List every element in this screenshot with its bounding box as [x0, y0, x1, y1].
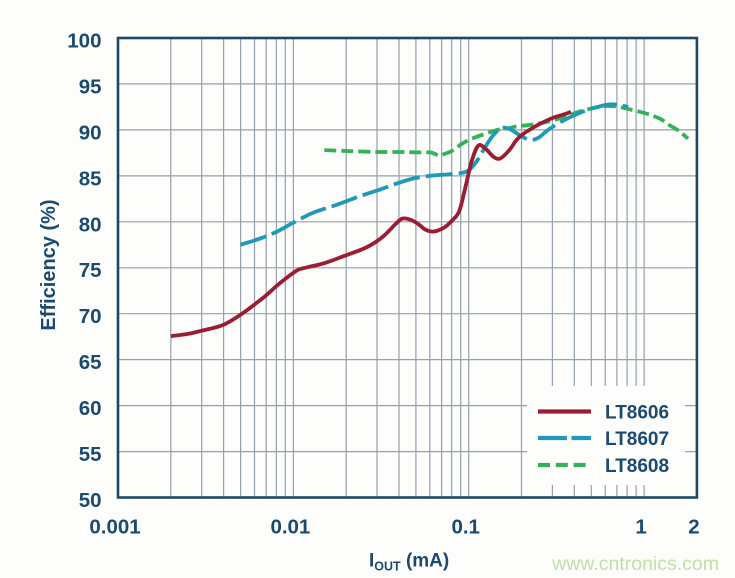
svg-text:LT8606: LT8606 — [605, 402, 669, 423]
svg-text:IOUT (mA): IOUT (mA) — [369, 551, 449, 574]
svg-text:LT8607: LT8607 — [605, 429, 669, 450]
svg-text:0.001: 0.001 — [89, 516, 140, 539]
svg-text:75: 75 — [79, 259, 102, 282]
svg-text:1: 1 — [635, 516, 646, 539]
svg-text:70: 70 — [79, 305, 102, 328]
svg-text:LT8608: LT8608 — [605, 456, 669, 477]
svg-text:65: 65 — [79, 351, 102, 374]
svg-text:Efficiency (%): Efficiency (%) — [38, 199, 60, 330]
svg-text:90: 90 — [79, 121, 102, 144]
svg-text:55: 55 — [79, 443, 102, 466]
svg-text:95: 95 — [79, 75, 102, 98]
svg-text:0.01: 0.01 — [270, 516, 310, 539]
svg-text:50: 50 — [79, 489, 102, 512]
svg-text:80: 80 — [79, 213, 102, 236]
svg-text:0.1: 0.1 — [451, 516, 480, 539]
svg-text:60: 60 — [79, 397, 102, 420]
svg-text:www.cntronics.com: www.cntronics.com — [551, 553, 719, 575]
svg-text:2: 2 — [688, 516, 699, 539]
svg-text:100: 100 — [67, 30, 101, 53]
svg-text:85: 85 — [79, 167, 102, 190]
